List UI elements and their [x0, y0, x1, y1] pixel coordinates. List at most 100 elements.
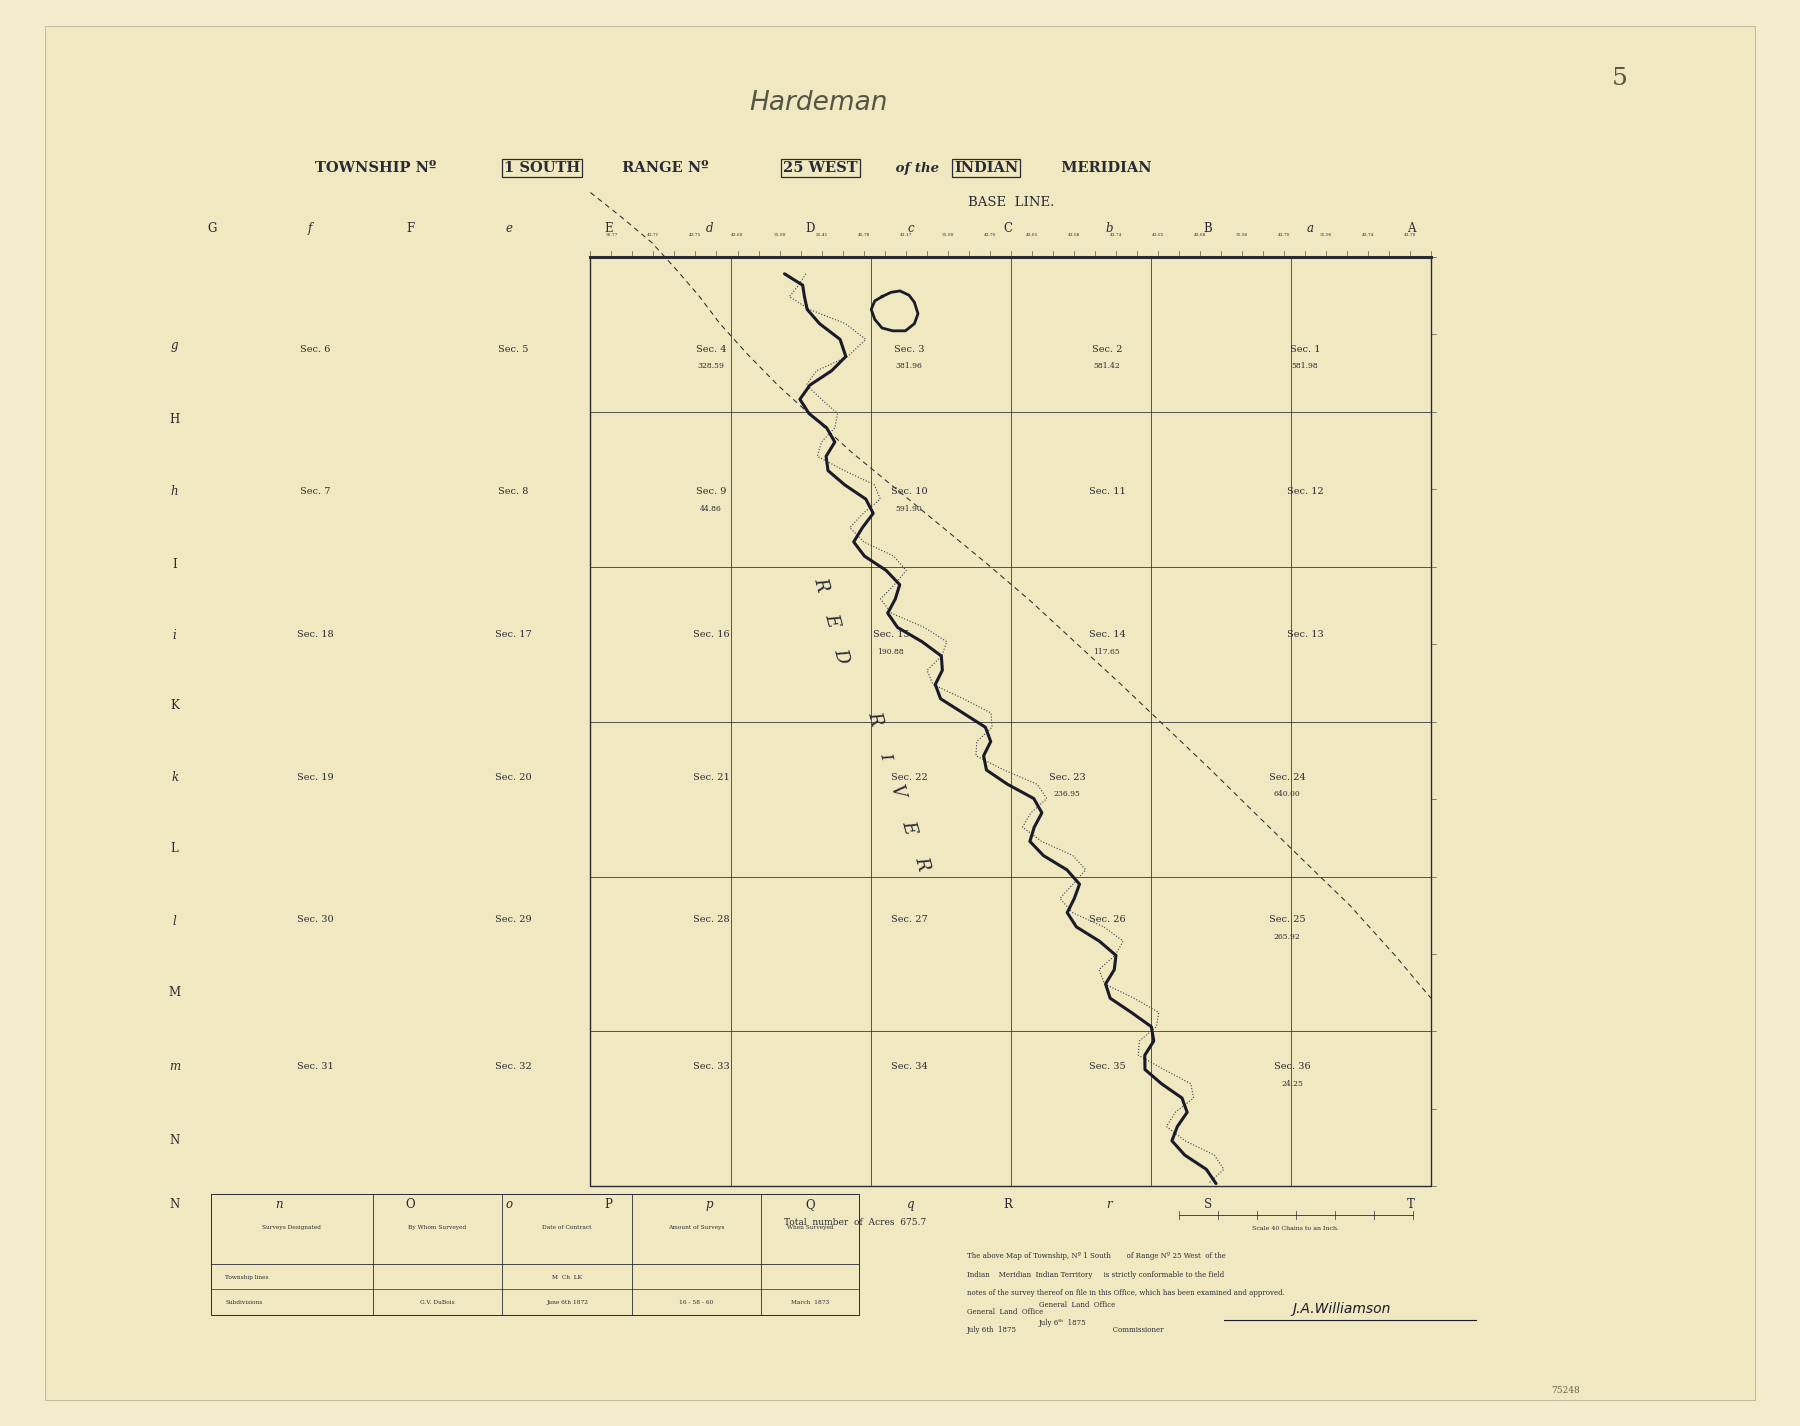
Text: Amount of Surveys: Amount of Surveys: [668, 1225, 725, 1231]
Text: Sec. 14: Sec. 14: [1089, 630, 1125, 639]
Text: Sec. 28: Sec. 28: [693, 915, 729, 924]
Text: 16 - 58 - 60: 16 - 58 - 60: [679, 1301, 715, 1305]
Text: 43.65: 43.65: [1152, 232, 1165, 237]
Text: Sec. 18: Sec. 18: [297, 630, 333, 639]
Text: 43.71: 43.71: [648, 232, 659, 237]
Text: 1 SOUTH: 1 SOUTH: [504, 161, 580, 175]
Text: 25 WEST: 25 WEST: [783, 161, 857, 175]
Text: E: E: [898, 819, 920, 836]
Text: 581.42: 581.42: [1094, 362, 1120, 371]
Text: O: O: [405, 1198, 416, 1212]
Text: Township lines: Township lines: [225, 1275, 268, 1279]
Text: 43.68: 43.68: [1193, 232, 1206, 237]
Text: p: p: [706, 1198, 713, 1212]
Text: E: E: [821, 612, 842, 629]
Text: Sec. 12: Sec. 12: [1287, 488, 1323, 496]
Text: General  Land  Office: General Land Office: [1039, 1301, 1114, 1309]
Text: 25.41: 25.41: [815, 232, 828, 237]
Text: Sec. 8: Sec. 8: [499, 488, 527, 496]
Text: Date of Contract: Date of Contract: [542, 1225, 592, 1231]
Text: 190.88: 190.88: [878, 647, 904, 656]
Text: H: H: [169, 412, 180, 426]
Text: D: D: [805, 221, 815, 235]
Text: M: M: [169, 985, 180, 1000]
Text: July 6ᵗʰ  1875: July 6ᵗʰ 1875: [1039, 1319, 1085, 1328]
Text: 43.70: 43.70: [1404, 232, 1417, 237]
Text: 24.25: 24.25: [1282, 1079, 1303, 1088]
Text: Sec. 25: Sec. 25: [1269, 915, 1305, 924]
Text: Sec. 1: Sec. 1: [1291, 345, 1319, 354]
Text: Sec. 32: Sec. 32: [495, 1062, 531, 1071]
Text: k: k: [171, 770, 178, 784]
Text: 44.86: 44.86: [700, 505, 722, 513]
Text: General  Land  Office: General Land Office: [967, 1308, 1042, 1316]
Text: 381.96: 381.96: [896, 362, 922, 371]
Text: l: l: [173, 914, 176, 928]
Text: 265.92: 265.92: [1274, 933, 1300, 941]
Text: Sec. 21: Sec. 21: [693, 773, 729, 781]
Text: Sec. 20: Sec. 20: [495, 773, 531, 781]
Text: Hardeman: Hardeman: [751, 90, 887, 116]
Text: Sec. 2: Sec. 2: [1093, 345, 1121, 354]
Text: 35.99: 35.99: [774, 232, 787, 237]
Text: 43.69: 43.69: [731, 232, 743, 237]
Text: Sec. 36: Sec. 36: [1274, 1062, 1310, 1071]
Text: The above Map of Township, Nº 1 South       of Range Nº 25 West  of the: The above Map of Township, Nº 1 South of…: [967, 1252, 1226, 1261]
Text: r: r: [1105, 1198, 1112, 1212]
Text: Sec. 27: Sec. 27: [891, 915, 927, 924]
Text: R: R: [1004, 1198, 1012, 1212]
Text: 35.99: 35.99: [941, 232, 954, 237]
Text: 43.17: 43.17: [900, 232, 913, 237]
Text: Sec. 23: Sec. 23: [1049, 773, 1085, 781]
Text: R: R: [911, 854, 932, 871]
Text: E: E: [605, 221, 612, 235]
Text: N: N: [169, 1198, 180, 1212]
Text: RANGE Nº: RANGE Nº: [612, 161, 713, 175]
Text: Sec. 16: Sec. 16: [693, 630, 729, 639]
Text: n: n: [275, 1198, 283, 1212]
Text: notes of the survey thereof on file in this Office, which has been examined and : notes of the survey thereof on file in t…: [967, 1289, 1285, 1298]
FancyBboxPatch shape: [45, 26, 1755, 1400]
Text: When Surveyed: When Surveyed: [787, 1225, 833, 1231]
Text: a: a: [1307, 221, 1314, 235]
Text: 43.74: 43.74: [1363, 232, 1373, 237]
Text: b: b: [1105, 221, 1112, 235]
Text: 75248: 75248: [1552, 1386, 1580, 1395]
Text: 43.70: 43.70: [1278, 232, 1291, 237]
Text: Sec. 13: Sec. 13: [1287, 630, 1323, 639]
Text: 117.65: 117.65: [1094, 647, 1120, 656]
Text: c: c: [907, 221, 914, 235]
Text: Sec. 34: Sec. 34: [891, 1062, 927, 1071]
Text: T: T: [1408, 1198, 1415, 1212]
Text: L: L: [171, 841, 178, 856]
Text: R: R: [810, 576, 832, 593]
Text: Sec. 17: Sec. 17: [495, 630, 531, 639]
Text: C: C: [1004, 221, 1013, 235]
Text: Subdivisions: Subdivisions: [225, 1301, 263, 1305]
Text: Sec. 11: Sec. 11: [1089, 488, 1125, 496]
Text: Sec. 29: Sec. 29: [495, 915, 531, 924]
Text: 43.65: 43.65: [1026, 232, 1039, 237]
Text: f: f: [308, 221, 311, 235]
Text: June 6th 1872: June 6th 1872: [545, 1301, 589, 1305]
Text: A: A: [1408, 221, 1415, 235]
Text: 35.96: 35.96: [1319, 232, 1332, 237]
Text: F: F: [407, 221, 414, 235]
Bar: [590, 257, 1431, 1186]
Text: Sec. 19: Sec. 19: [297, 773, 333, 781]
Text: Surveys Designated: Surveys Designated: [263, 1225, 320, 1231]
Text: 236.95: 236.95: [1055, 790, 1080, 799]
Text: i: i: [173, 629, 176, 643]
Text: g: g: [171, 338, 178, 352]
Text: 591.90: 591.90: [896, 505, 922, 513]
Text: e: e: [506, 221, 513, 235]
Text: Sec. 3: Sec. 3: [895, 345, 923, 354]
Text: 581.98: 581.98: [1292, 362, 1318, 371]
Text: I: I: [877, 750, 895, 761]
Text: 43.70: 43.70: [983, 232, 995, 237]
Text: q: q: [907, 1198, 914, 1212]
Text: Sec. 30: Sec. 30: [297, 915, 333, 924]
Text: 43.75: 43.75: [689, 232, 702, 237]
Text: o: o: [506, 1198, 513, 1212]
Text: Sec. 6: Sec. 6: [301, 345, 329, 354]
